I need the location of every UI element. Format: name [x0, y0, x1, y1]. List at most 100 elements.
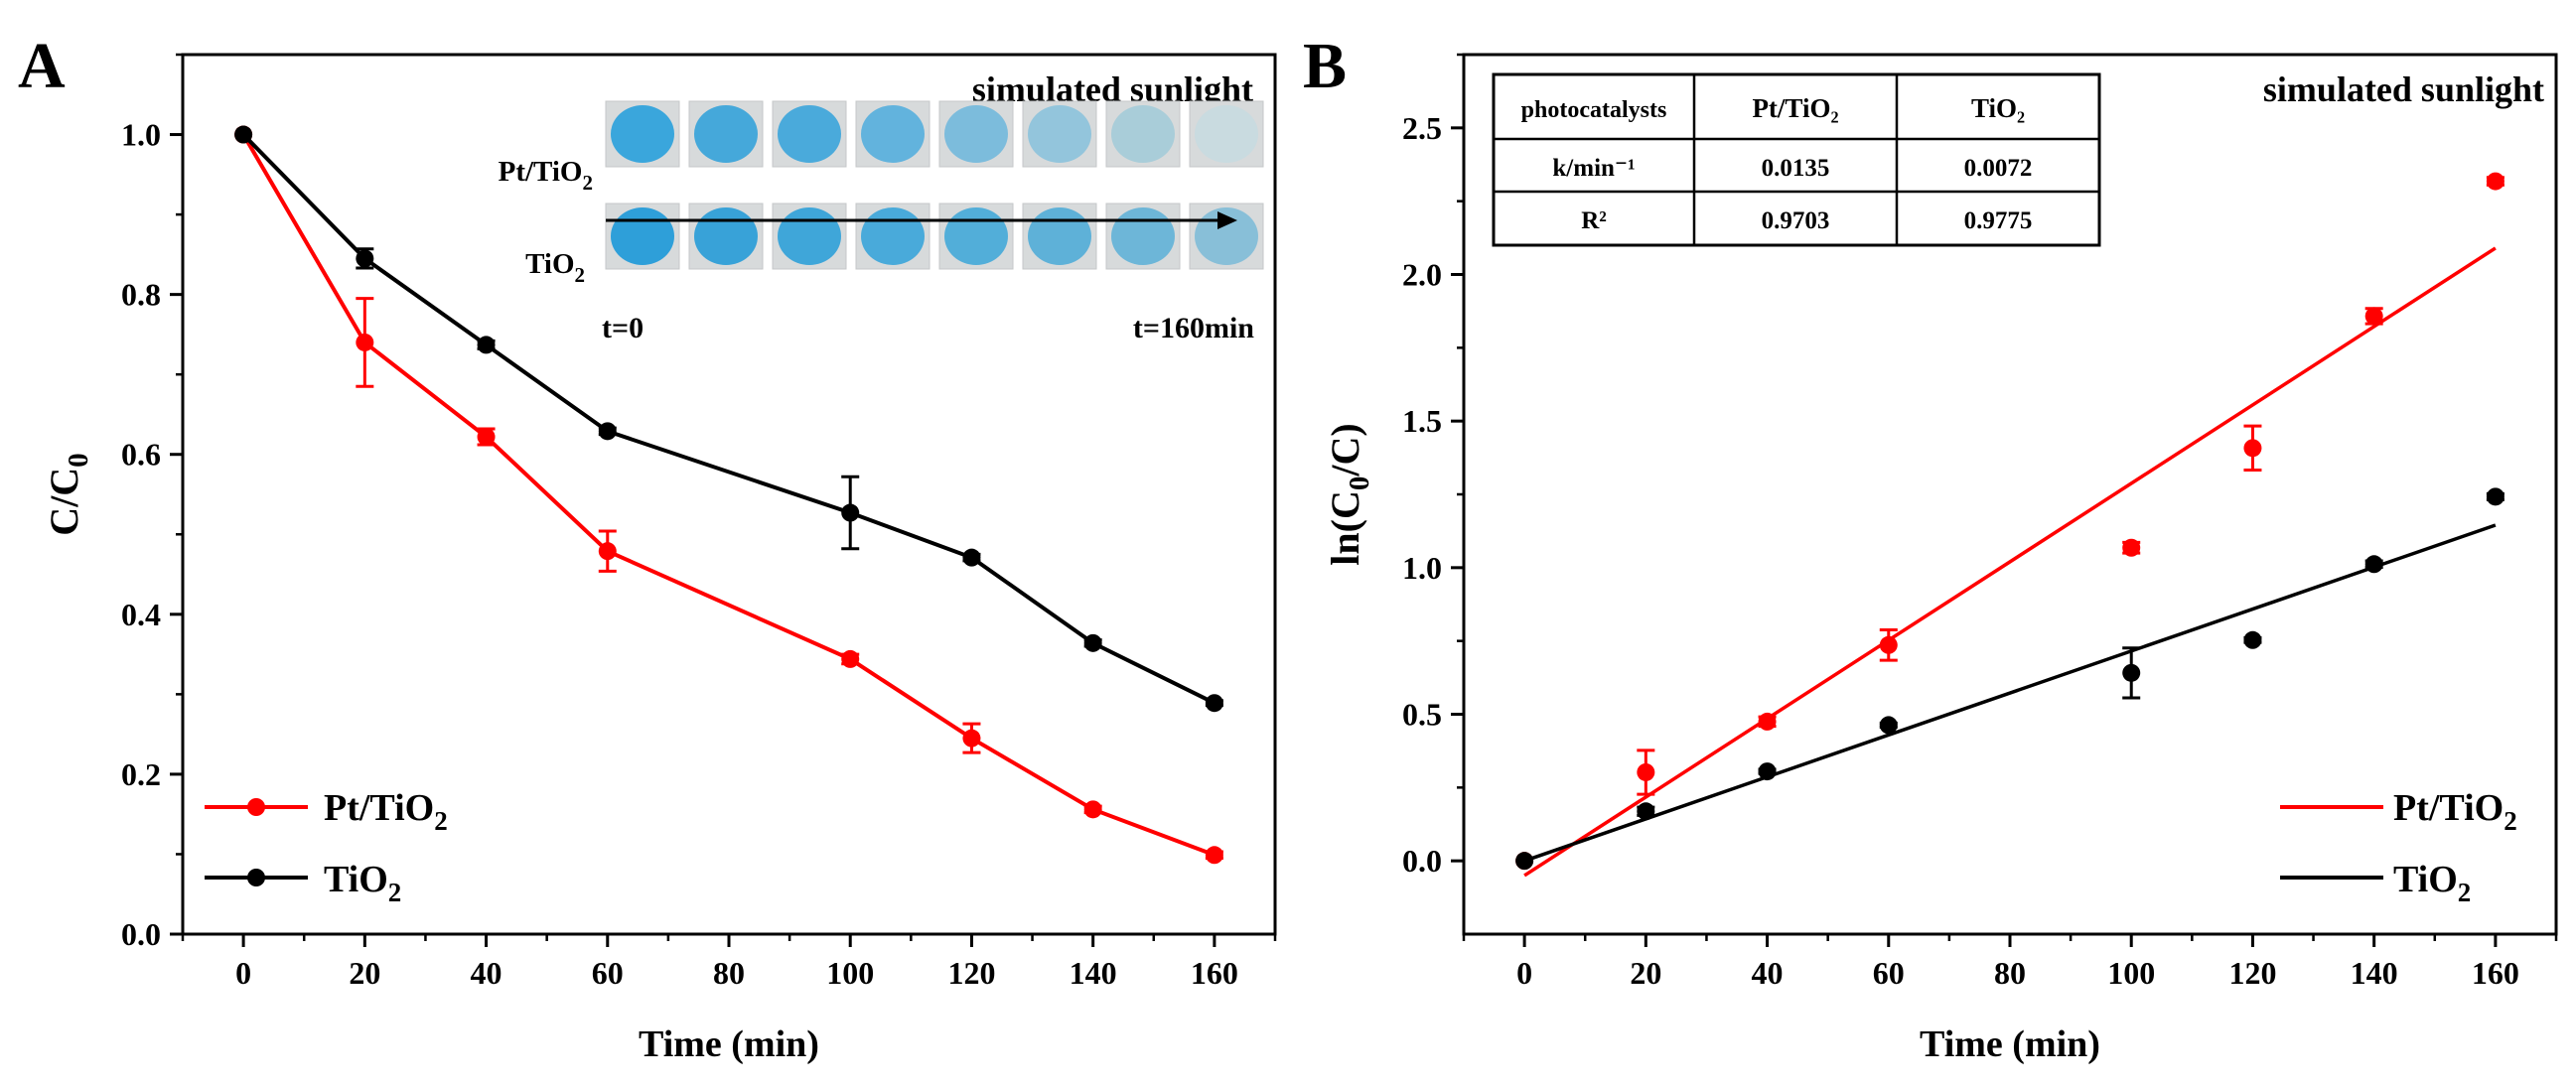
- sample-well: [694, 105, 758, 163]
- sample-well: [1028, 207, 1091, 265]
- sample-well: [611, 207, 674, 265]
- data-point-tio2: [1515, 852, 1534, 871]
- panel-b-y-axis-label: ln(C0/C): [1323, 423, 1375, 565]
- panel-b-x-axis-label: Time (min): [1920, 1023, 2100, 1065]
- fit-line-pt-tio2: [1523, 246, 2497, 878]
- x-tick-label: 120: [2228, 955, 2276, 991]
- series-line-tio2: [241, 133, 1216, 706]
- legend-label-tio2-fit: TiO2: [2393, 859, 2471, 907]
- x-tick-label: 40: [1752, 955, 1784, 991]
- table-k-tio2: 0.0072: [1964, 155, 2033, 182]
- x-tick-label: 60: [1873, 955, 1905, 991]
- legend-item-tio2-fit: TiO2: [2280, 859, 2471, 907]
- panel-a-letter: A: [18, 30, 66, 102]
- series-tio2: [234, 125, 1223, 713]
- panel-b-letter: B: [1303, 30, 1347, 102]
- table-header-label: photocatalysts: [1521, 97, 1667, 123]
- x-tick-label: 20: [349, 955, 380, 991]
- legend-label-pt-tio2: Pt/TiO2: [324, 787, 448, 836]
- table-row-r2-label: R²: [1581, 207, 1607, 234]
- data-point-pt-tio2: [962, 729, 981, 748]
- data-point-tio2: [1205, 694, 1223, 713]
- panel-a-x-axis-label: Time (min): [639, 1023, 819, 1065]
- sample-well: [611, 105, 674, 163]
- data-point-pt-tio2: [1879, 635, 1898, 654]
- table-k-pt-tio2: 0.0135: [1762, 155, 1830, 182]
- data-point-tio2: [1758, 762, 1777, 781]
- inset-row2-samples: [605, 203, 1264, 270]
- data-point-pt-tio2: [841, 649, 860, 668]
- data-point-tio2: [2486, 487, 2504, 506]
- x-tick-label: 120: [947, 955, 995, 991]
- inset-row1-samples: [605, 100, 1264, 168]
- legend-item-pt-tio2: Pt/TiO2: [205, 787, 448, 836]
- x-tick-label: 100: [826, 955, 874, 991]
- panel-a-inset: Pt/TiO2 TiO2 t=0 t=160min: [499, 100, 1264, 344]
- data-point-pt-tio2: [2486, 172, 2504, 191]
- y-tick-label: 0.0: [1402, 843, 1442, 879]
- inset-end-label: t=160min: [1133, 312, 1254, 344]
- x-tick-label: 20: [1630, 955, 1661, 991]
- sample-well: [778, 207, 841, 265]
- sample-well: [944, 105, 1008, 163]
- legend-item-pt-tio2-fit: Pt/TiO2: [2280, 787, 2517, 836]
- series-pt-tio2: [234, 125, 1223, 865]
- table-r2-pt-tio2: 0.9703: [1762, 207, 1830, 234]
- sample-well: [944, 207, 1008, 265]
- legend-label-tio2: TiO2: [324, 859, 401, 907]
- data-point-pt-tio2: [477, 428, 496, 447]
- x-tick-label: 160: [2472, 955, 2519, 991]
- table-r2-tio2: 0.9775: [1964, 207, 2033, 234]
- data-point-pt-tio2: [356, 333, 374, 351]
- data-point-pt-tio2: [1205, 846, 1223, 865]
- x-tick-label: 80: [1994, 955, 2026, 991]
- y-tick-label: 0.2: [121, 756, 161, 792]
- table-row-k-label: k/min⁻¹: [1552, 155, 1635, 182]
- y-tick-label: 0.0: [121, 916, 161, 952]
- inset-start-label: t=0: [602, 312, 644, 344]
- series-line-pt-tio2: [241, 133, 1216, 858]
- inset-row2-label: TiO2: [525, 248, 585, 287]
- x-tick-label: 40: [471, 955, 502, 991]
- data-point-tio2: [1879, 716, 1898, 735]
- data-point-tio2: [1637, 802, 1655, 821]
- legend-marker-tio2: [247, 869, 265, 886]
- inset-row1-label: Pt/TiO2: [499, 156, 593, 195]
- sample-well: [1195, 105, 1258, 163]
- data-point-pt-tio2: [2364, 307, 2383, 326]
- y-tick-label: 0.6: [121, 437, 161, 473]
- data-point-tio2: [962, 548, 981, 567]
- y-tick-label: 2.0: [1402, 257, 1442, 293]
- sample-well: [861, 105, 925, 163]
- sample-well: [1028, 105, 1091, 163]
- table-header-tio2: TiO₂: [1971, 93, 2025, 123]
- panel-b-y-ticks: 0.0 0.5 1.0 1.5 2.0 2.5: [1402, 53, 1464, 879]
- data-point-tio2: [598, 422, 617, 441]
- y-tick-label: 1.0: [1402, 550, 1442, 586]
- data-point-tio2: [234, 125, 253, 144]
- panel-a-y-axis-label: C/C0: [42, 453, 94, 535]
- legend-label-pt-tio2-fit: Pt/TiO2: [2393, 787, 2517, 836]
- legend-marker-pt-tio2: [247, 798, 265, 816]
- x-tick-label: 140: [1070, 955, 1117, 991]
- data-point-tio2: [2364, 555, 2383, 574]
- table-header-pt-tio2: Pt/TiO₂: [1752, 93, 1838, 123]
- data-point-tio2: [2243, 630, 2262, 649]
- x-tick-label: 140: [2351, 955, 2398, 991]
- data-point-tio2: [1083, 633, 1102, 652]
- y-tick-label: 0.8: [121, 277, 161, 313]
- sample-well: [861, 207, 925, 265]
- panel-a-x-ticks: 0 20 40 60 80 100 120 140 160: [181, 934, 1277, 991]
- data-point-pt-tio2: [1637, 762, 1655, 781]
- panel-a-y-ticks: 0.0 0.2 0.4 0.6 0.8 1.0: [121, 53, 183, 952]
- panel-b-annotation: simulated sunlight: [2263, 69, 2544, 109]
- x-tick-label: 100: [2107, 955, 2155, 991]
- data-point-pt-tio2: [1758, 712, 1777, 731]
- panel-a-series: [234, 125, 1223, 865]
- x-tick-label: 60: [592, 955, 624, 991]
- panel-b-chart: B 0 20 40 60 80 100 120 140 160 0.0 0.5 1.0 1.5 2.0 2…: [1303, 30, 2558, 1065]
- x-tick-label: 0: [1516, 955, 1532, 991]
- panel-b-series: [1515, 172, 2504, 878]
- sample-well: [694, 207, 758, 265]
